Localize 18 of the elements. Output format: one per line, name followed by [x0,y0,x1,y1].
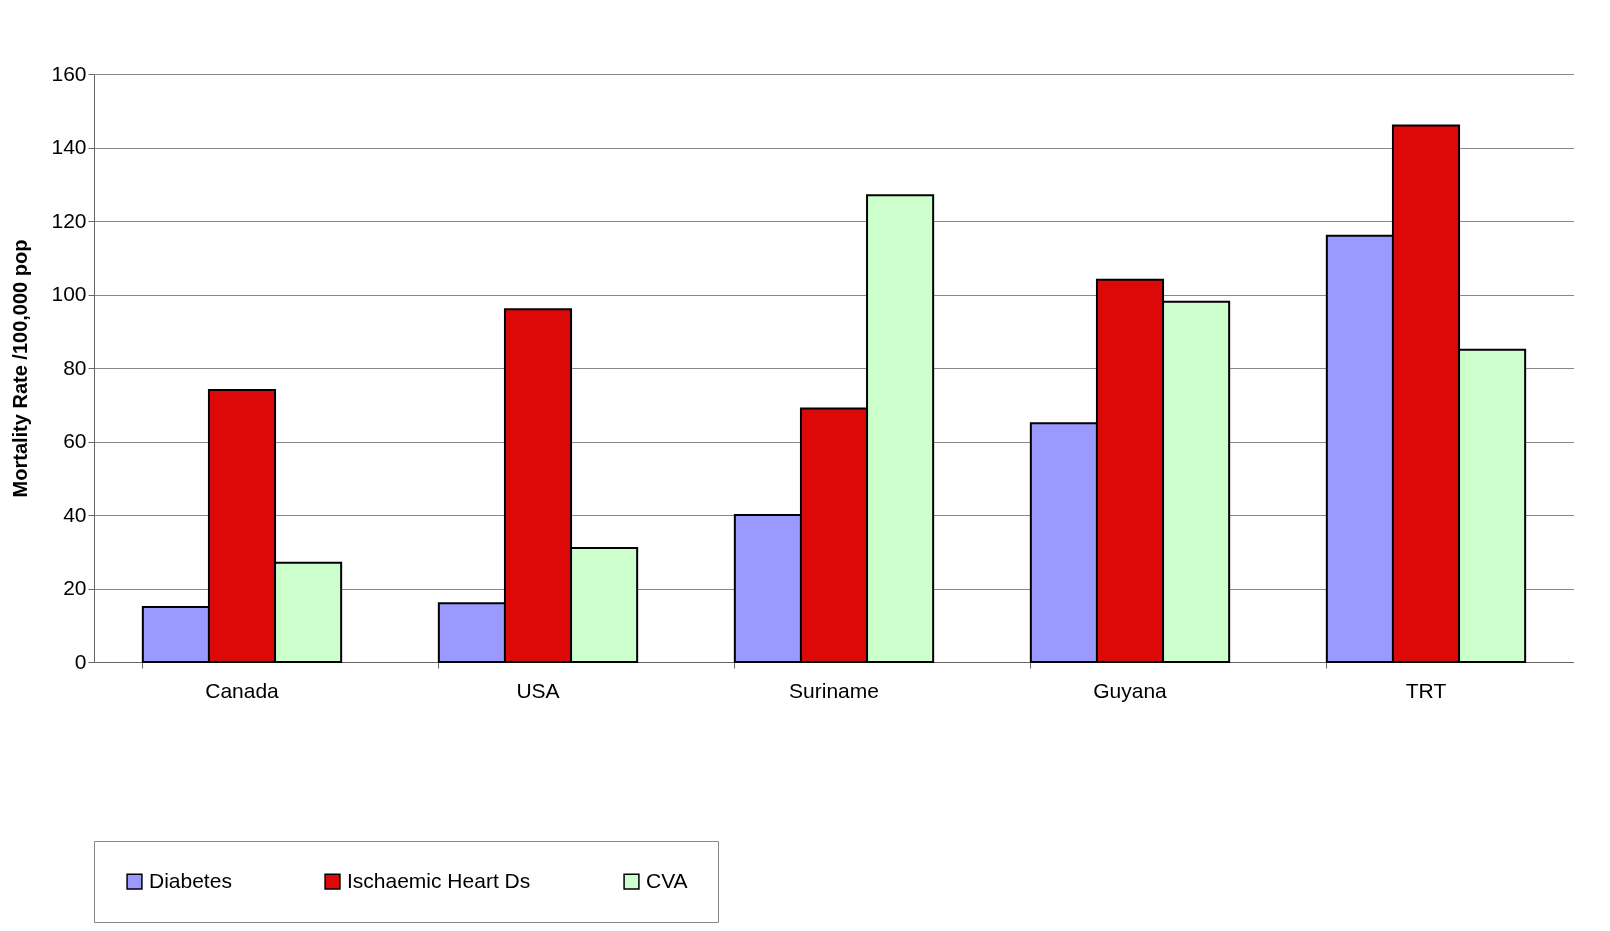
y-tick-label: 160 [51,61,87,85]
y-tick-label: 140 [51,135,87,158]
y-tick-label: 0 [74,649,87,673]
y-tick-label: 80 [63,355,87,379]
y-tick-label: 40 [63,502,87,526]
legend-label: Diabetes [149,868,232,892]
y-tick-label: 120 [51,208,87,232]
x-tick-label: TRT [1405,678,1447,702]
x-tick-label: Suriname [789,678,879,702]
y-axis-title: Mortality Rate /100,000 pop [9,239,32,498]
x-tick-label: Guyana [1093,678,1168,702]
legend-label: CVA [646,868,688,892]
legend-label: Ischaemic Heart Ds [347,868,531,892]
y-tick-label: 100 [51,282,87,305]
y-tick-label: 60 [63,429,87,452]
x-tick-label: USA [516,678,560,702]
y-tick-label: 20 [63,576,87,599]
x-tick-label: Canada [205,678,280,702]
